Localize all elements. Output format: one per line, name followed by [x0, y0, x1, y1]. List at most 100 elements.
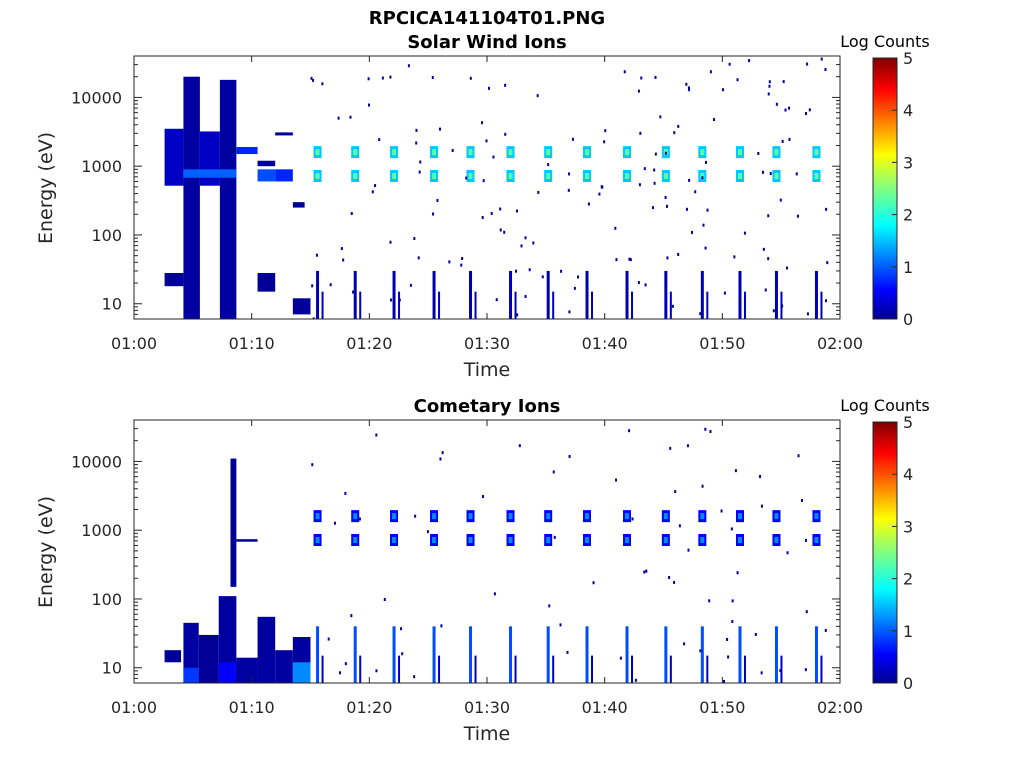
count-pixel [687, 86, 690, 90]
streak [316, 626, 320, 683]
heatmap-cell [183, 169, 237, 178]
count-pixel [760, 671, 763, 675]
count-pixel [340, 247, 343, 251]
heatmap-cell [292, 202, 305, 208]
count-pixel [767, 92, 770, 96]
streak [780, 655, 783, 683]
count-pixel [439, 457, 442, 461]
count-pixel [598, 192, 601, 196]
count-pixel [685, 207, 688, 211]
streak [625, 270, 629, 319]
count-pixel [528, 268, 531, 272]
count-pixel [592, 581, 595, 585]
plot-frame [133, 419, 841, 684]
count-pixel [759, 475, 762, 479]
count-pixel [743, 231, 746, 235]
count-pixel [532, 241, 535, 245]
streak [669, 291, 672, 319]
count-pixel [804, 538, 807, 542]
x-tick-label: 01:10 [229, 698, 275, 717]
count-pixel [548, 604, 551, 608]
count-pixel [701, 176, 704, 180]
count-pixel [490, 211, 493, 215]
y-axis-label: Energy (eV) [35, 132, 57, 244]
count-pixel [728, 62, 731, 66]
streak [432, 626, 436, 683]
count-pixel [493, 592, 496, 596]
count-pixel [825, 299, 828, 303]
count-pixel [699, 312, 702, 316]
panel-title-cometary: Cometary Ions [414, 396, 561, 417]
x-tick-label: 01:50 [699, 334, 745, 353]
burst-core [774, 149, 779, 156]
count-pixel [344, 662, 347, 666]
count-pixel [669, 446, 672, 450]
count-pixel [547, 163, 550, 167]
count-pixel [354, 316, 357, 319]
count-pixel [713, 118, 716, 122]
count-pixel [659, 115, 662, 119]
count-pixel [788, 106, 791, 110]
count-pixel [604, 129, 607, 133]
count-pixel [699, 649, 702, 653]
panel-title-solar-wind: Solar Wind Ions [407, 32, 566, 53]
count-pixel [768, 84, 771, 88]
count-pixel [312, 317, 315, 319]
streak [546, 270, 550, 319]
count-pixel [637, 281, 640, 285]
count-pixel [333, 521, 336, 525]
heatmap-cell [230, 458, 237, 587]
count-pixel [520, 244, 523, 248]
count-pixel [358, 517, 361, 521]
colorbar: Log Counts 0 1 2 3 4 5 [840, 32, 930, 329]
count-pixel [601, 185, 604, 189]
count-pixel [417, 256, 420, 260]
count-pixel [426, 530, 429, 534]
burst-core [814, 513, 819, 520]
burst-core [737, 536, 742, 543]
count-pixel [440, 624, 443, 628]
x-tick-label: 02:00 [817, 334, 863, 353]
streak [509, 626, 513, 683]
burst-core [625, 513, 630, 520]
streak [585, 626, 589, 683]
streak [438, 655, 441, 683]
count-pixel [706, 208, 709, 212]
count-pixel [701, 484, 704, 488]
count-pixel [757, 151, 760, 155]
burst-core [315, 149, 320, 156]
x-axis-label: Time [463, 359, 511, 381]
count-pixel [560, 269, 563, 273]
count-pixel [690, 230, 693, 234]
heatmap-cometary [164, 427, 827, 683]
streak [706, 291, 709, 319]
burst-core [737, 513, 742, 520]
streak [392, 626, 396, 683]
count-pixel [726, 637, 729, 641]
count-pixel [634, 678, 637, 682]
x-tick-label: 02:00 [817, 698, 863, 717]
burst-core [585, 513, 590, 520]
count-pixel [653, 168, 656, 172]
count-pixel [748, 59, 751, 63]
count-pixel [629, 258, 632, 262]
burst-core [353, 536, 358, 543]
count-pixel [515, 269, 518, 273]
count-pixel [804, 668, 807, 672]
burst-core [392, 536, 397, 543]
colorbar-title: Log Counts [840, 396, 930, 415]
count-pixel [654, 152, 657, 156]
count-pixel [482, 495, 485, 499]
heatmap-cell [164, 272, 184, 287]
burst-core [774, 513, 779, 520]
streak [509, 270, 513, 319]
count-pixel [795, 172, 798, 176]
count-pixel [615, 258, 618, 262]
count-pixel [805, 610, 808, 614]
count-pixel [685, 82, 688, 86]
heatmap-cell [236, 657, 258, 683]
x-tick-label: 01:20 [346, 334, 392, 353]
count-pixel [568, 310, 571, 314]
count-pixel [577, 275, 580, 279]
colorbar-tick-label: 1 [903, 258, 913, 277]
